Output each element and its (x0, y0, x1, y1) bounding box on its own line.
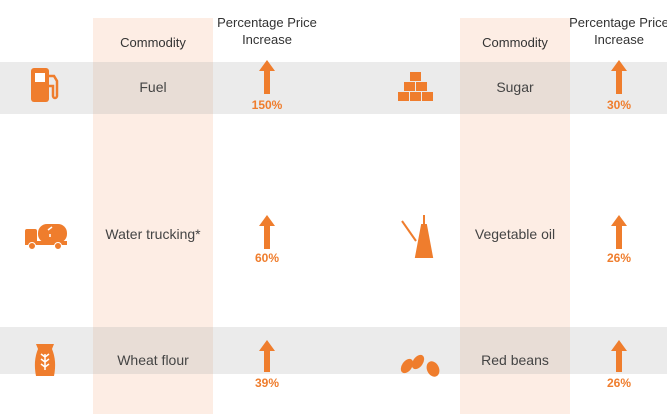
oil-icon (401, 215, 434, 258)
price-increase: 26% (606, 251, 632, 265)
sugar-icon (398, 72, 433, 101)
commodity-name: Sugar (496, 79, 534, 95)
column-header: Commodity (120, 35, 186, 50)
fuel-icon (31, 68, 59, 102)
up-arrow (611, 340, 627, 372)
commodity-name: Vegetable oil (474, 226, 556, 242)
commodity-name: Red beans (481, 352, 549, 368)
band-overlap (460, 327, 570, 374)
band-overlap (93, 327, 213, 374)
price-increase: 30% (606, 98, 632, 112)
price-increase: 39% (254, 376, 280, 390)
beans-icon (400, 354, 440, 377)
price-increase: 150% (251, 98, 283, 112)
commodity-name: Fuel (139, 79, 167, 95)
up-arrow (611, 215, 627, 249)
price-increase: 60% (254, 251, 280, 265)
band-overlap (460, 62, 570, 114)
column-header: Percentage Price Increase (569, 15, 667, 47)
truck-icon (25, 224, 67, 250)
commodity-name: Wheat flour (117, 352, 189, 368)
column-header: Percentage Price Increase (217, 15, 317, 47)
price-increase: 26% (606, 376, 632, 390)
up-arrow (611, 60, 627, 94)
up-arrow (259, 340, 275, 372)
column-header: Commodity (482, 35, 548, 50)
band-overlap (93, 62, 213, 114)
commodity-name: Water trucking* (105, 226, 201, 242)
up-arrow (259, 215, 275, 249)
up-arrow (259, 60, 275, 94)
flour-icon (34, 344, 56, 376)
